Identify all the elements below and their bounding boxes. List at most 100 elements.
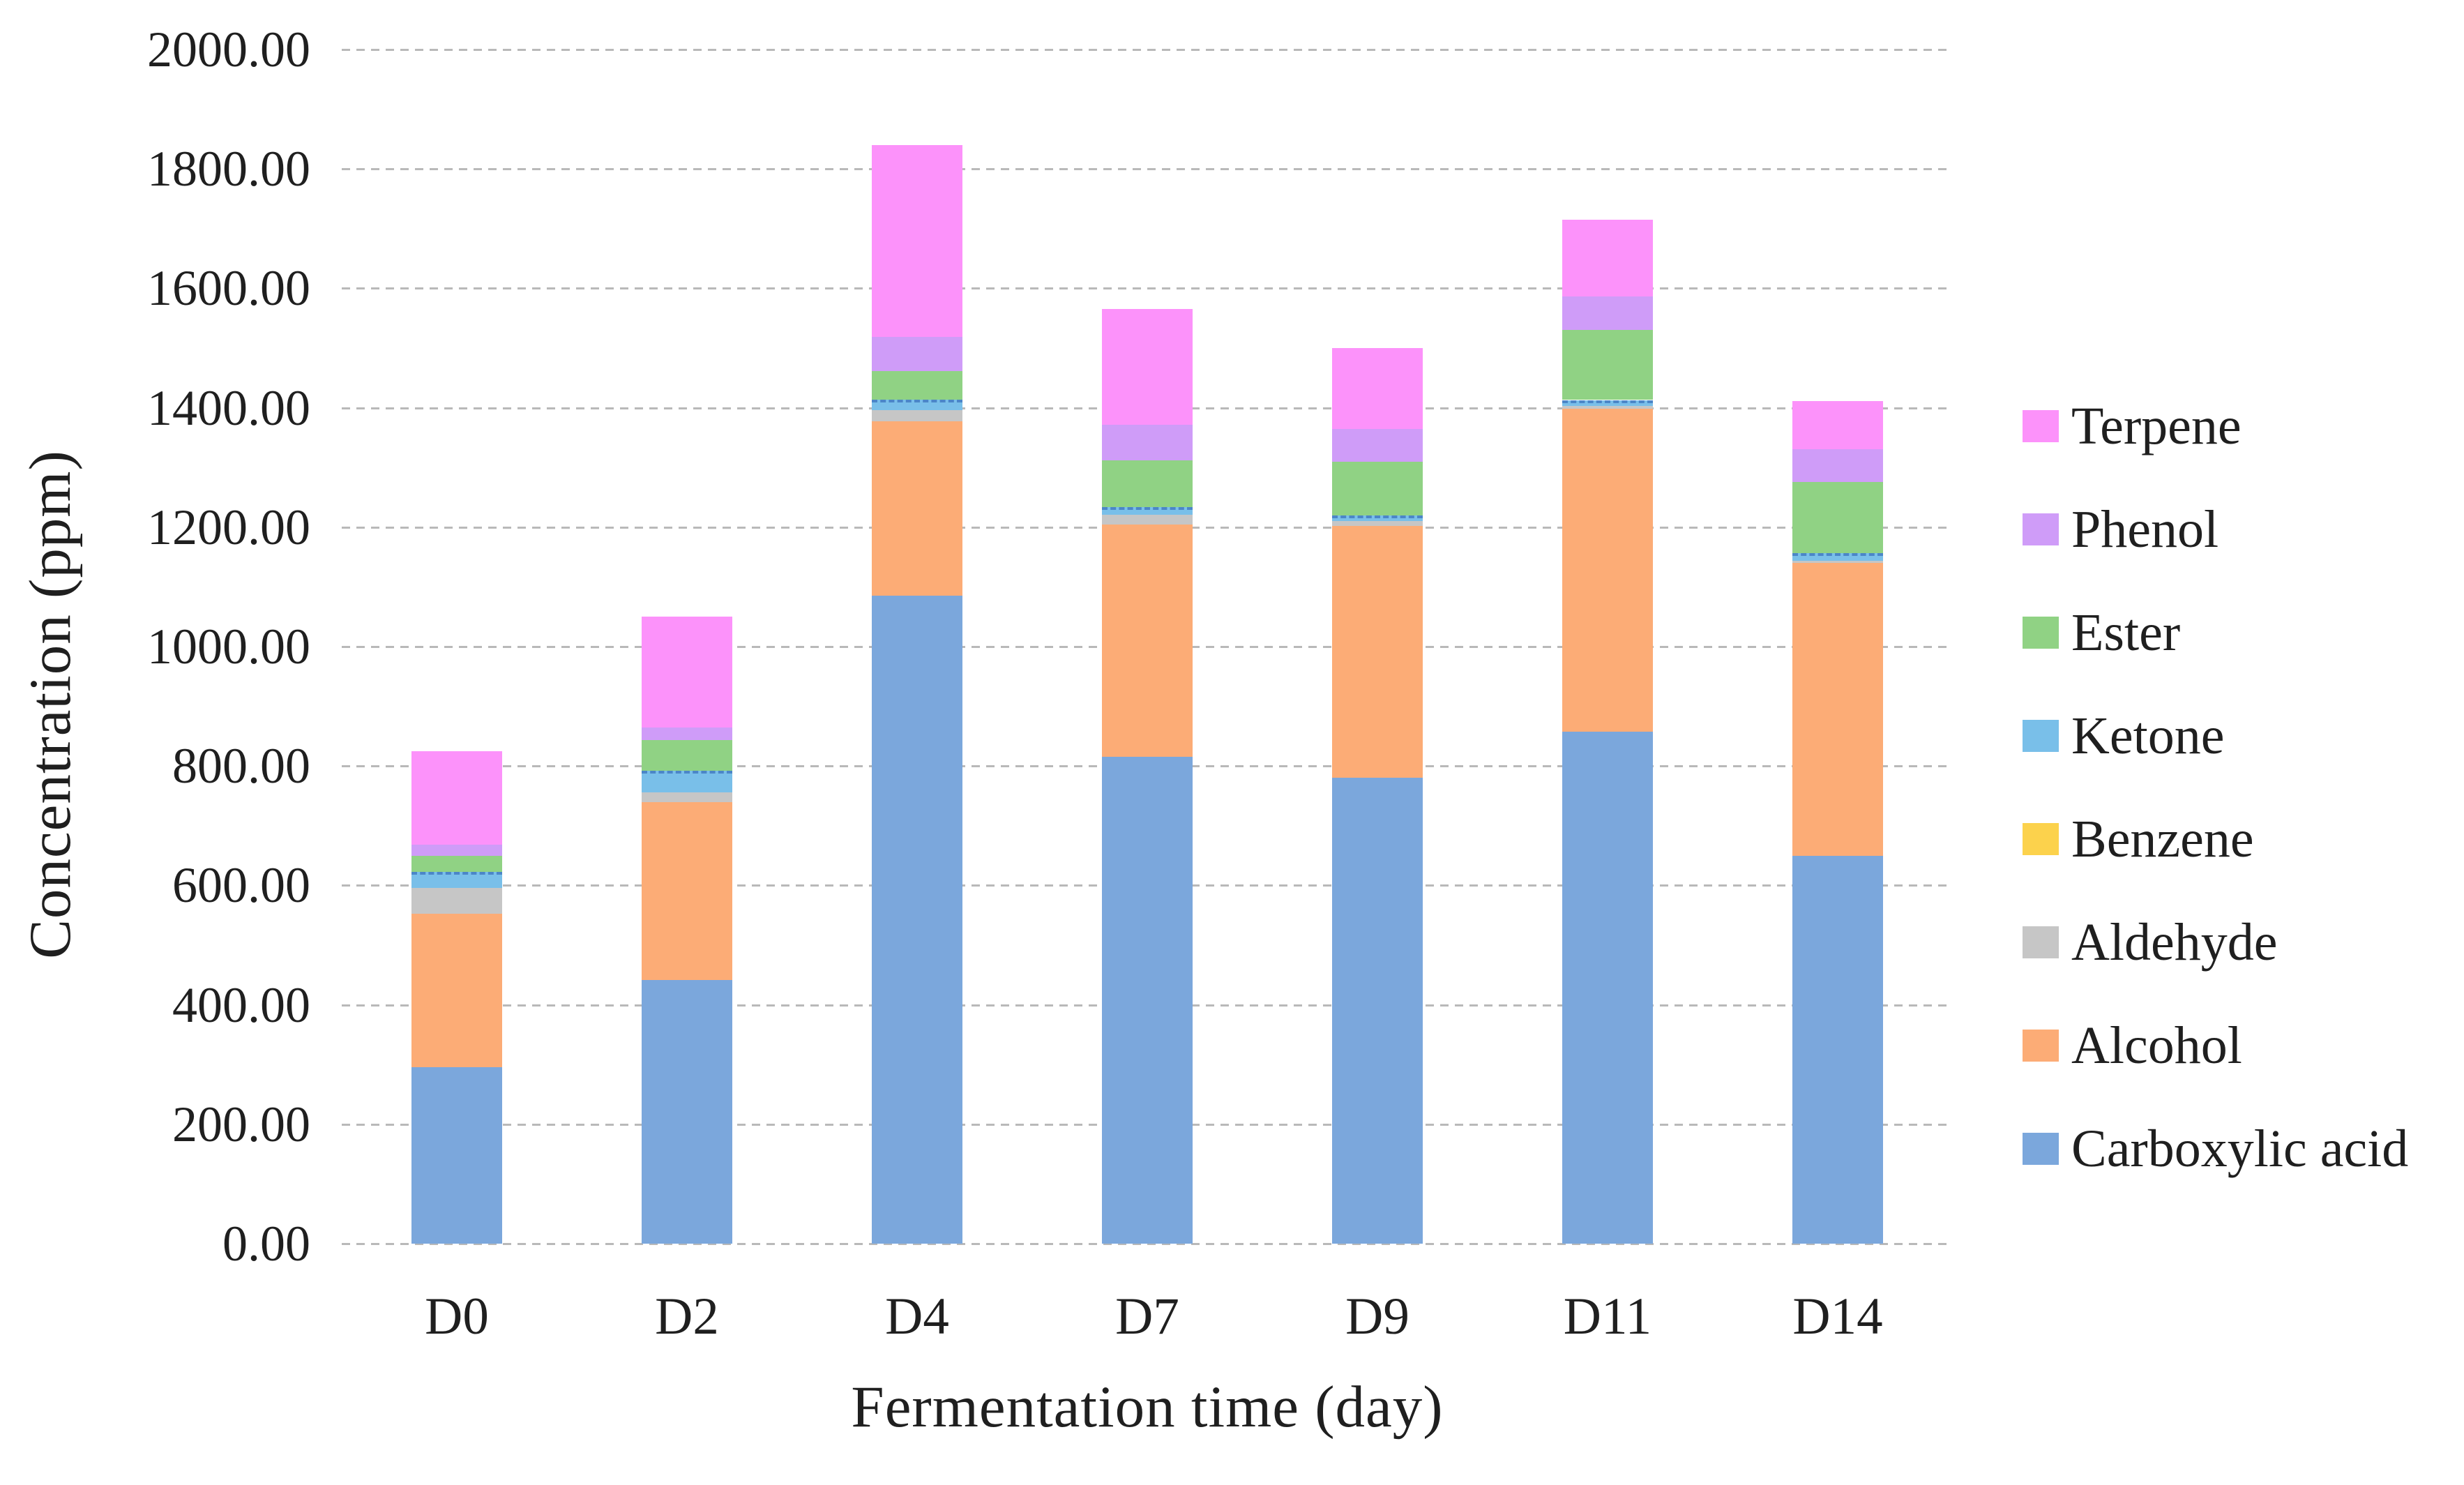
y-tick-label-200: 200.00 xyxy=(172,1096,310,1152)
x-label-D14: D14 xyxy=(1792,1288,1883,1345)
segment-D14-carboxylic-acid xyxy=(1792,855,1883,1244)
stacked-bar-D2 xyxy=(642,50,732,1244)
stacked-bar-D9 xyxy=(1332,50,1423,1244)
legend-label-ester: Ester xyxy=(2071,603,2181,662)
y-tick-label-800: 800.00 xyxy=(172,738,310,794)
segment-D2-alcohol xyxy=(642,801,732,980)
legend-label-phenol: Phenol xyxy=(2071,499,2219,559)
y-tick-label-0: 0.00 xyxy=(222,1216,310,1272)
legend-row-aldehyde: Aldehyde xyxy=(2023,891,2408,994)
y-tick-label-1600: 1600.00 xyxy=(147,260,310,317)
segment-D0-carboxylic-acid xyxy=(411,1067,502,1244)
segment-D0-alcohol xyxy=(411,913,502,1068)
y-tick-label-1000: 1000.00 xyxy=(147,619,310,674)
segment-D9-alcohol xyxy=(1332,526,1423,778)
segment-D0-ester xyxy=(411,855,502,872)
legend-swatch-benzene-icon xyxy=(2023,823,2059,855)
segment-D7-ester xyxy=(1102,460,1193,507)
segment-D2-terpene xyxy=(642,617,732,728)
y-tick-label-2000: 2000.00 xyxy=(147,22,310,77)
bar-slot-D14 xyxy=(1723,50,1953,1244)
segment-D9-aldehyde xyxy=(1332,521,1423,527)
x-label-D2: D2 xyxy=(655,1288,719,1345)
segment-D9-phenol xyxy=(1332,428,1423,462)
legend-row-ketone: Ketone xyxy=(2023,684,2408,787)
segment-D2-ester xyxy=(642,740,732,771)
legend-swatch-ketone-icon xyxy=(2023,720,2059,752)
legend-swatch-ester-icon xyxy=(2023,617,2059,649)
segment-D11-ketone xyxy=(1562,400,1653,407)
y-tick-label-1800: 1800.00 xyxy=(147,141,310,197)
legend-label-carboxylic-acid: Carboxylic acid xyxy=(2071,1119,2409,1178)
segment-D7-carboxylic-acid xyxy=(1102,757,1193,1244)
segment-D11-carboxylic-acid xyxy=(1562,731,1653,1244)
legend-row-ester: Ester xyxy=(2023,581,2408,684)
segment-D7-alcohol xyxy=(1102,524,1193,757)
gridline-0 xyxy=(342,1243,1953,1245)
segment-D14-aldehyde xyxy=(1792,560,1883,564)
segment-D0-terpene xyxy=(411,751,502,845)
segment-D2-carboxylic-acid xyxy=(642,979,732,1244)
segment-D2-phenol xyxy=(642,727,732,741)
bar-slot-D0 xyxy=(342,50,572,1244)
segment-D14-ester xyxy=(1792,481,1883,554)
segment-D4-terpene xyxy=(872,144,962,337)
legend-swatch-carboxylic-acid-icon xyxy=(2023,1133,2059,1165)
stacked-bar-D14 xyxy=(1792,50,1883,1244)
segment-D2-ketone xyxy=(642,771,732,792)
stacked-bar-D7 xyxy=(1102,50,1193,1244)
legend-row-alcohol: Alcohol xyxy=(2023,994,2408,1097)
x-axis-title: Fermentation time (day) xyxy=(851,1374,1444,1440)
stacked-bar-D11 xyxy=(1562,50,1653,1244)
segment-D7-phenol xyxy=(1102,424,1193,460)
segment-D2-aldehyde xyxy=(642,792,732,802)
legend-label-alcohol: Alcohol xyxy=(2071,1016,2242,1075)
legend-label-aldehyde: Aldehyde xyxy=(2071,912,2278,972)
legend: Terpene Phenol Ester Ketone Benzene Aldehyde A… xyxy=(2023,375,2408,1200)
segment-D9-ester xyxy=(1332,461,1423,515)
legend-row-benzene: Benzene xyxy=(2023,787,2408,891)
segment-D4-ketone xyxy=(872,400,962,411)
legend-swatch-aldehyde-icon xyxy=(2023,926,2059,958)
x-label-D4: D4 xyxy=(885,1288,949,1345)
segment-D14-phenol xyxy=(1792,448,1883,482)
legend-swatch-alcohol-icon xyxy=(2023,1030,2059,1062)
bar-slot-D2 xyxy=(572,50,802,1244)
y-tick-label-1200: 1200.00 xyxy=(147,499,310,555)
segment-D14-alcohol xyxy=(1792,563,1883,856)
y-tick-label-1400: 1400.00 xyxy=(147,379,310,436)
x-label-D9: D9 xyxy=(1345,1288,1409,1345)
legend-swatch-phenol-icon xyxy=(2023,513,2059,545)
y-tick-label-600: 600.00 xyxy=(172,857,310,914)
stacked-bar-D4 xyxy=(872,50,962,1244)
bar-slot-D11 xyxy=(1492,50,1723,1244)
segment-D4-phenol xyxy=(872,336,962,372)
segment-D0-ketone xyxy=(411,871,502,888)
segment-D7-terpene xyxy=(1102,309,1193,425)
segment-D0-aldehyde xyxy=(411,887,502,914)
segment-D14-ketone xyxy=(1792,553,1883,561)
stacked-bar-D0 xyxy=(411,50,502,1244)
segment-D11-ester xyxy=(1562,330,1653,400)
segment-D4-ester xyxy=(872,371,962,400)
plot-area xyxy=(342,49,1953,1245)
legend-label-benzene: Benzene xyxy=(2071,809,2254,868)
legend-row-phenol: Phenol xyxy=(2023,478,2408,581)
x-label-D11: D11 xyxy=(1563,1288,1652,1345)
segment-D14-terpene xyxy=(1792,401,1883,449)
segment-D11-alcohol xyxy=(1562,409,1653,732)
segment-D7-aldehyde xyxy=(1102,514,1193,525)
segment-D9-carboxylic-acid xyxy=(1332,778,1423,1244)
legend-row-carboxylic-acid: Carboxylic acid xyxy=(2023,1097,2408,1200)
legend-row-terpene: Terpene xyxy=(2023,375,2408,478)
segment-D7-ketone xyxy=(1102,506,1193,515)
segment-D0-phenol xyxy=(411,845,502,856)
segment-D4-aldehyde xyxy=(872,410,962,422)
segment-D11-aldehyde xyxy=(1562,406,1653,409)
bar-slot-D7 xyxy=(1032,50,1262,1244)
segment-D4-alcohol xyxy=(872,421,962,596)
gridline-1600 xyxy=(342,287,1953,290)
segment-D9-terpene xyxy=(1332,348,1423,429)
gridline-1800 xyxy=(342,168,1953,171)
